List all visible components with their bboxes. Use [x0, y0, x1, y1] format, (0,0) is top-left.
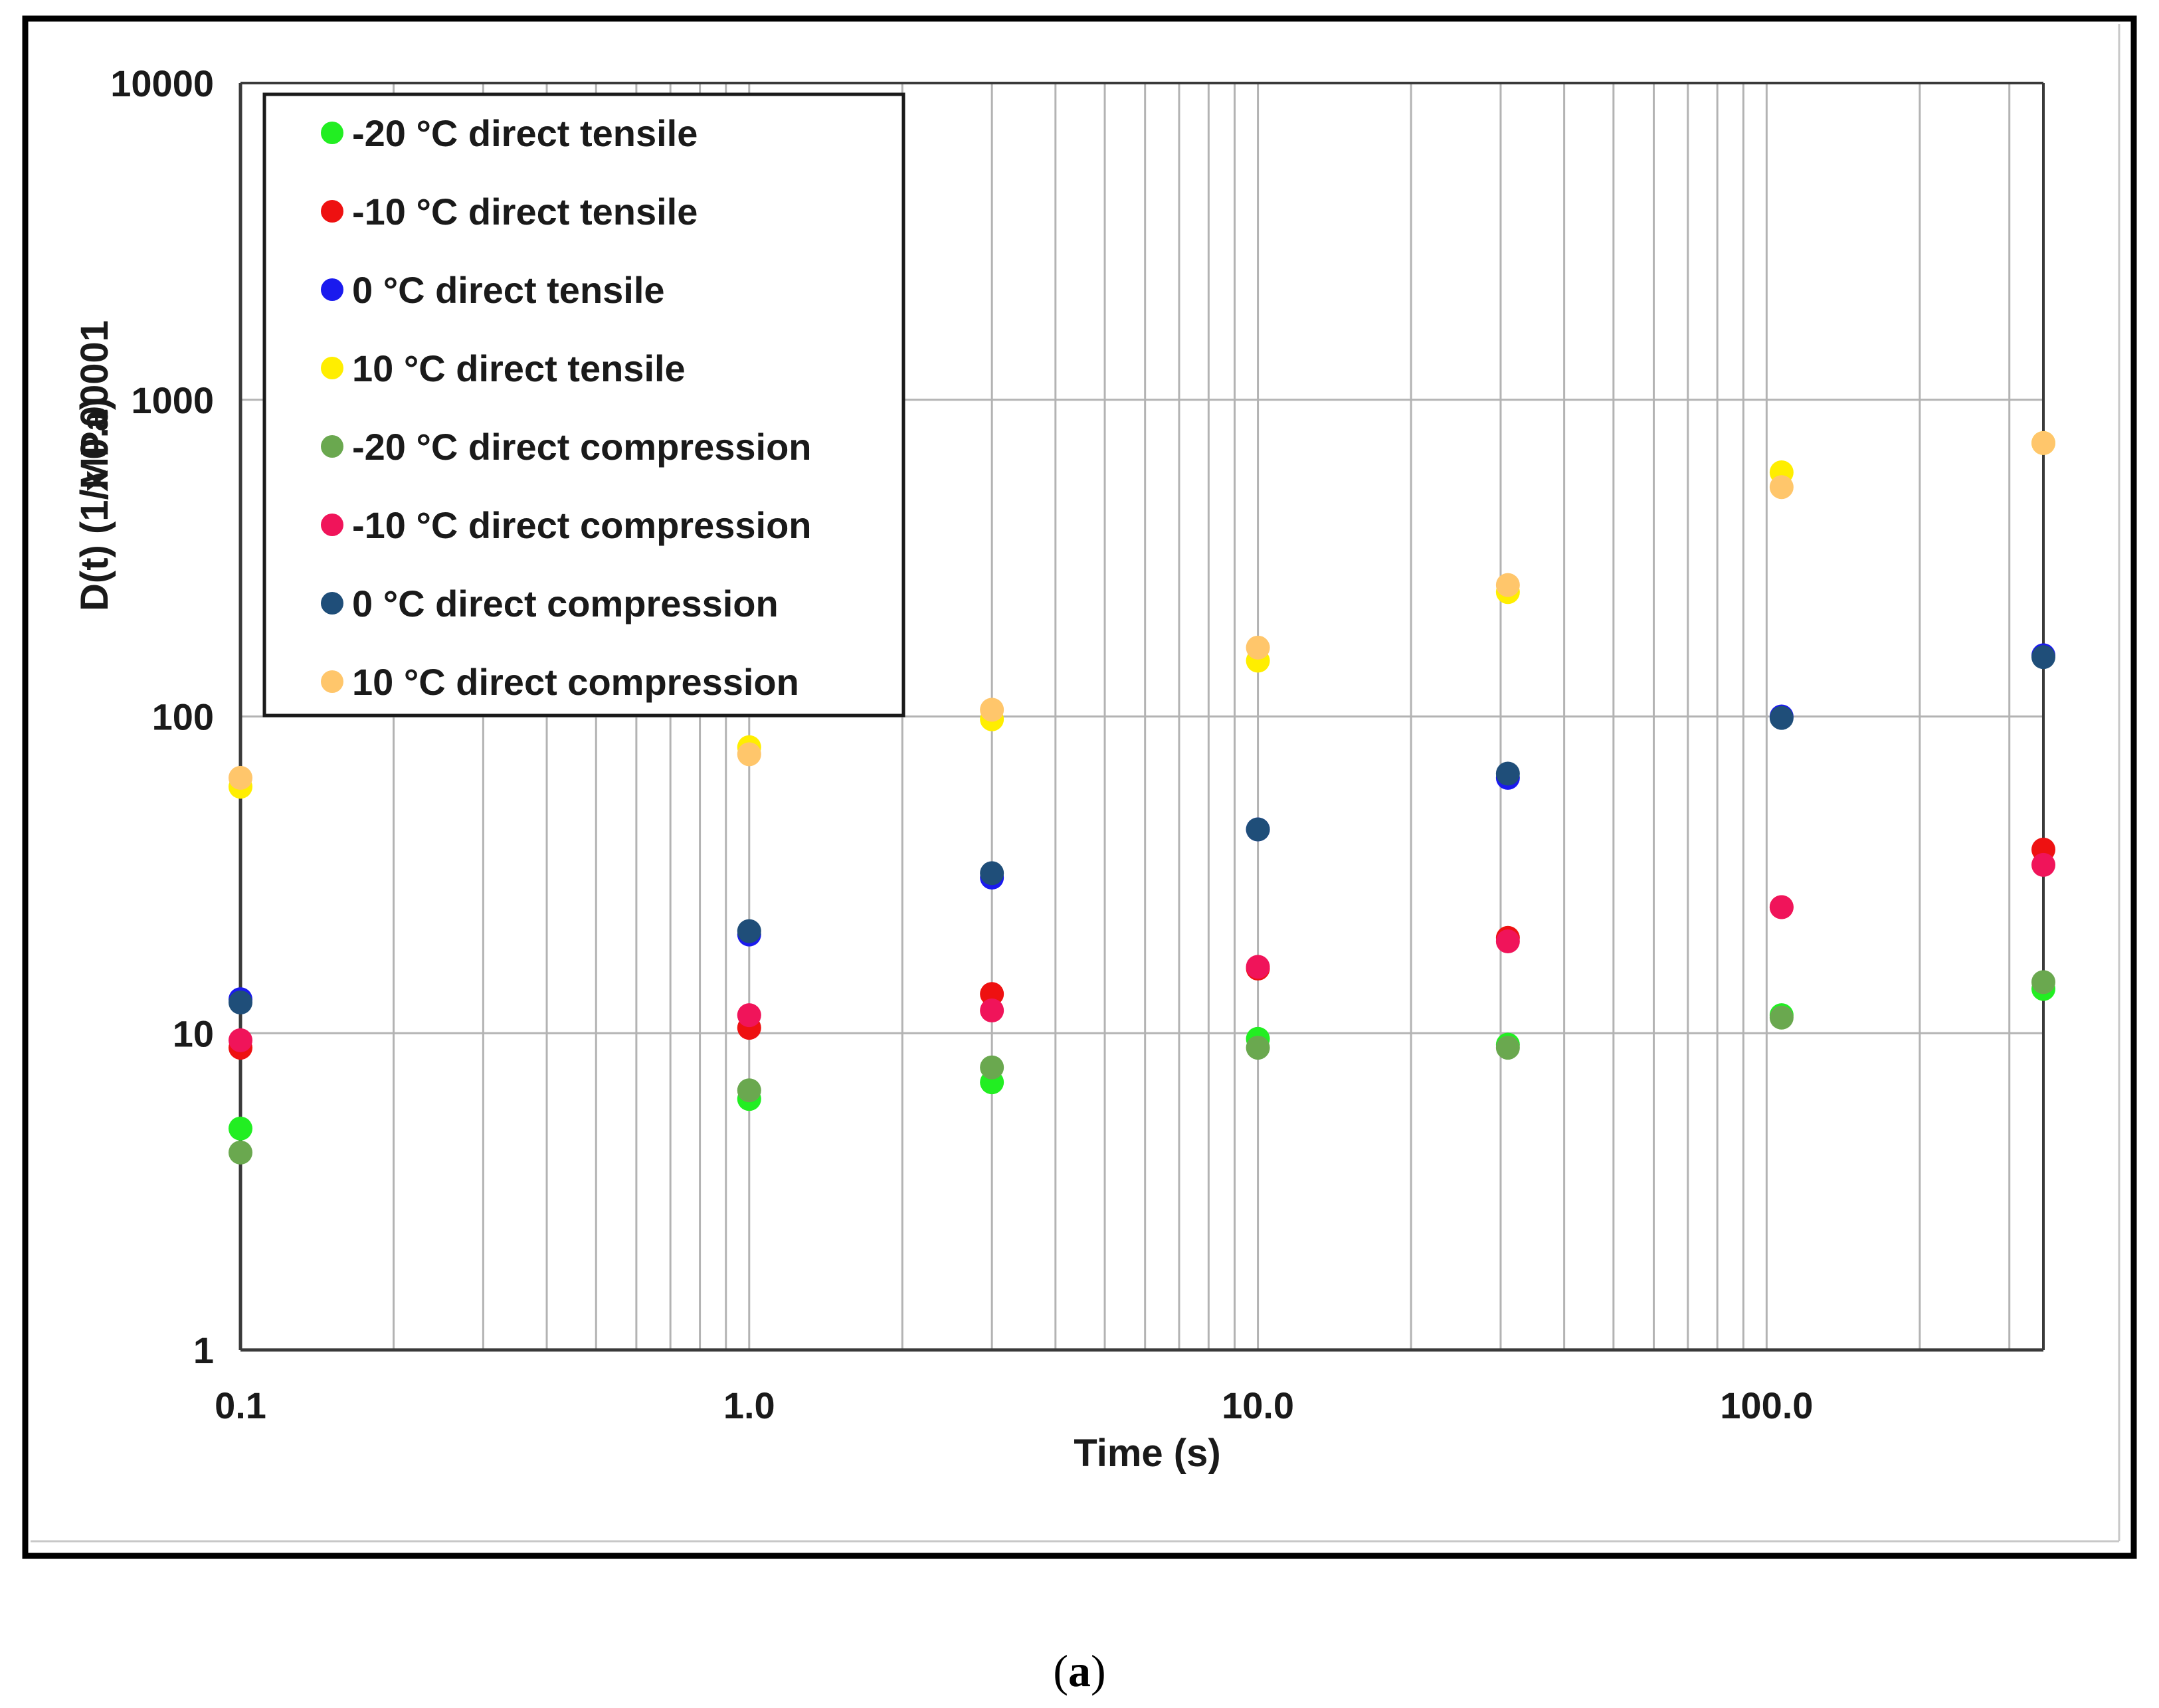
caption-open-paren: ( [1053, 1646, 1068, 1696]
data-point [1495, 761, 1520, 786]
data-point [2031, 645, 2055, 670]
legend-label: -20 °C direct tensile [352, 112, 698, 154]
x-tick-label: 1.0 [723, 1384, 775, 1426]
legend: -20 °C direct tensile -10 °C direct tensi… [262, 92, 905, 717]
legend-marker [321, 670, 343, 693]
legend-marker [321, 592, 343, 615]
data-point [980, 998, 1004, 1022]
legend-label: 0 °C direct compression [352, 583, 779, 624]
series-4 [229, 970, 2055, 1165]
legend-label: 0 °C direct tensile [352, 269, 665, 311]
series-5 [229, 852, 2055, 1052]
data-point [229, 765, 252, 790]
data-point [1495, 573, 1520, 597]
data-point [980, 1055, 1004, 1080]
series-7 [229, 430, 2055, 790]
legend-marker [321, 514, 343, 536]
legend-label: 10 °C direct compression [352, 661, 799, 703]
legend-marker [321, 200, 343, 223]
legend-box [262, 92, 905, 717]
data-point [1495, 1036, 1520, 1060]
caption-close-paren: ) [1091, 1646, 1106, 1696]
data-point [1246, 1036, 1270, 1060]
data-point [1246, 817, 1270, 842]
legend-label: -10 °C direct compression [352, 504, 812, 546]
figure-caption: (a) [1053, 1646, 1105, 1696]
y-tick-label: 1 [193, 1329, 214, 1371]
data-point [737, 1003, 761, 1028]
data-point [1769, 706, 1794, 730]
data-point [2031, 430, 2055, 455]
data-point [1769, 895, 1794, 919]
data-point [1246, 955, 1270, 979]
y-tick-label: 1000 [131, 379, 214, 421]
y-tick-label: 10 [173, 1012, 214, 1054]
y-tick-label: 10000 [110, 62, 214, 104]
y-tick-label: 100 [152, 696, 214, 738]
data-point [1769, 475, 1794, 500]
data-point [737, 1078, 761, 1103]
data-point [1246, 635, 1270, 660]
data-point [1495, 929, 1520, 953]
legend-label: -20 °C direct compression [352, 426, 812, 468]
legend-marker [321, 435, 343, 458]
data-point [980, 982, 1004, 1006]
data-point [2031, 852, 2055, 877]
axes: 0.1 1.0 10.0 100.0 1 10 100 1000 10000 [110, 62, 2045, 1426]
x-tick-label: 100.0 [1720, 1384, 1813, 1426]
data-point [229, 1140, 252, 1165]
data-points [229, 430, 2055, 1165]
legend-marker [321, 278, 343, 301]
data-point [229, 1028, 252, 1052]
data-point [1769, 1005, 1794, 1030]
data-point [229, 1116, 252, 1141]
x-axis-title: Time (s) [1074, 1432, 1220, 1475]
series-6 [229, 645, 2055, 1015]
legend-label: 10 °C direct tensile [352, 347, 686, 389]
legend-label: -10 °C direct tensile [352, 191, 698, 233]
data-point [229, 991, 252, 1015]
data-point [980, 861, 1004, 886]
legend-marker [321, 122, 343, 144]
caption-letter: a [1068, 1646, 1091, 1696]
data-point [980, 698, 1004, 722]
x-tick-label: 10.0 [1222, 1384, 1294, 1426]
y-axis-multiplier: x 0.00001 [73, 320, 116, 492]
x-tick-label: 0.1 [215, 1384, 266, 1426]
data-point [2031, 970, 2055, 995]
data-point [737, 919, 761, 943]
legend-marker [321, 357, 343, 379]
data-point [737, 742, 761, 767]
y-axis-title: D(t) (1/MPa) [73, 397, 116, 611]
